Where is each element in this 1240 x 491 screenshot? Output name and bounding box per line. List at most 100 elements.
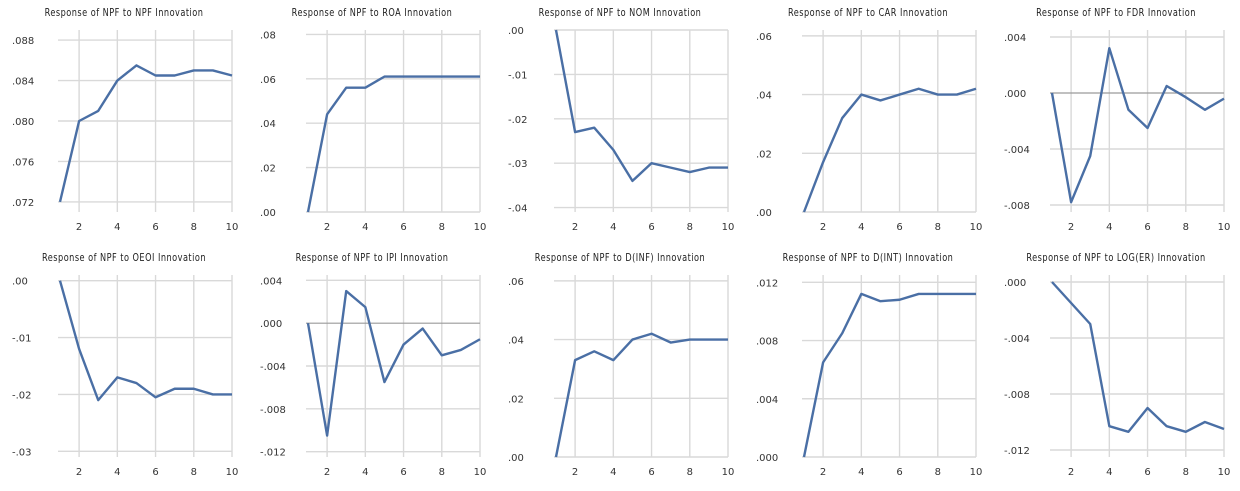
response-series-line <box>306 75 480 213</box>
response-series-line <box>58 280 232 402</box>
x-tick-label: 10 <box>1218 222 1231 233</box>
x-tick-label: 8 <box>439 222 445 233</box>
x-tick-label: 10 <box>970 467 983 478</box>
x-tick-label: 6 <box>896 222 902 233</box>
response-series-line <box>554 29 728 183</box>
irf-panel: Response of NPF to D(INT) Innovation .000… <box>744 245 992 490</box>
line-chart: .004 .000 -.004 -.008 -.012 2 4 6 8 10 <box>260 275 487 478</box>
x-tick-label: 8 <box>1183 467 1189 478</box>
x-tick-label: 6 <box>400 467 406 478</box>
irf-panel: Response of NPF to NPF Innovation .072.07… <box>0 0 248 245</box>
x-tick-label: 10 <box>474 467 487 478</box>
x-tick-label: 6 <box>400 222 406 233</box>
x-tick-label: 8 <box>439 467 445 478</box>
x-tick-label: 6 <box>152 467 158 478</box>
x-tick-label: 4 <box>858 467 864 478</box>
response-series-line <box>554 332 728 458</box>
x-tick-label: 4 <box>1106 222 1112 233</box>
line-chart: .000 .004 .008 .012 2 4 6 8 10 <box>756 275 983 478</box>
y-tick-label: -.02 <box>12 390 32 401</box>
x-tick-label: 10 <box>226 467 239 478</box>
y-tick-label: .06 <box>508 277 524 288</box>
x-tick-label: 4 <box>362 222 368 233</box>
irf-panel: Response of NPF to LOG(ER) Innovation .00… <box>992 245 1240 490</box>
x-tick-label: 4 <box>114 222 120 233</box>
x-tick-label: 2 <box>76 467 82 478</box>
y-tick-label: .02 <box>260 164 276 175</box>
x-tick-label: 6 <box>648 467 654 478</box>
x-tick-label: 4 <box>1106 467 1112 478</box>
y-tick-label: .06 <box>756 32 772 43</box>
y-tick-label: .06 <box>260 75 276 86</box>
y-tick-label: .008 <box>756 337 778 348</box>
chart-title: Response of NPF to NPF Innovation <box>44 7 204 19</box>
irf-panel: Response of NPF to NOM Innovation .00 -.01… <box>496 0 744 245</box>
line-chart: .00 .02 .04 .06 2 4 6 8 10 <box>508 275 735 478</box>
irf-panel: Response of NPF to IPI Innovation .004 .00… <box>248 245 496 490</box>
x-tick-label: 8 <box>935 467 941 478</box>
x-tick-label: 8 <box>1183 222 1189 233</box>
x-tick-label: 8 <box>191 222 197 233</box>
x-tick-label: 4 <box>610 222 616 233</box>
y-tick-label: -.01 <box>12 334 32 345</box>
x-tick-label: 2 <box>572 467 578 478</box>
y-tick-label: .02 <box>508 394 524 405</box>
y-tick-label: .04 <box>756 91 772 102</box>
line-chart: .072 .076 .080 .084 .088 2 4 6 8 10 <box>12 30 239 233</box>
y-tick-label: .00 <box>260 208 276 219</box>
x-tick-label: 4 <box>858 222 864 233</box>
y-tick-label: .000 <box>756 453 778 464</box>
y-tick-label: .00 <box>756 208 772 219</box>
irf-panel: Response of NPF to ROA Innovation .00 .02.… <box>248 0 496 245</box>
x-tick-label: 2 <box>1068 222 1074 233</box>
y-tick-label: -.012 <box>1004 446 1030 457</box>
x-tick-label: 10 <box>722 222 735 233</box>
y-tick-label: .000 <box>1004 278 1026 289</box>
response-series-line <box>802 87 977 213</box>
x-tick-label: 8 <box>191 467 197 478</box>
y-tick-label: .08 <box>260 30 276 41</box>
x-tick-label: 8 <box>687 467 693 478</box>
x-tick-label: 8 <box>935 222 941 233</box>
x-tick-label: 6 <box>1144 222 1150 233</box>
x-tick-label: 8 <box>687 222 693 233</box>
response-series-line <box>306 289 481 437</box>
chart-title: Response of NPF to LOG(ER) Innovation <box>1026 252 1206 264</box>
y-tick-label: -.004 <box>260 362 286 373</box>
chart-title: Response of NPF to D(INT) Innovation <box>782 252 954 264</box>
y-tick-label: .012 <box>756 278 778 289</box>
x-tick-label: 6 <box>152 222 158 233</box>
y-tick-label: .000 <box>1004 89 1026 100</box>
x-tick-label: 2 <box>820 222 826 233</box>
x-tick-label: 4 <box>362 467 368 478</box>
y-tick-label: .00 <box>508 453 524 464</box>
y-tick-label: .000 <box>260 319 282 330</box>
response-series-line <box>802 292 976 458</box>
chart-title: Response of NPF to OEOI Innovation <box>41 252 206 264</box>
x-tick-label: 2 <box>76 222 82 233</box>
line-chart: .000 -.004 -.008 -.012 2 4 6 8 10 <box>1004 275 1231 478</box>
line-chart: .00 -.01 -.02 -.03 2 4 6 8 10 <box>12 275 239 478</box>
y-tick-label: -.004 <box>1004 334 1030 345</box>
x-tick-label: 6 <box>1144 467 1150 478</box>
x-tick-label: 2 <box>820 467 826 478</box>
y-tick-label: .004 <box>260 276 282 287</box>
y-tick-label: -.004 <box>1004 145 1030 156</box>
y-tick-label: -.03 <box>12 447 32 458</box>
chart-title: Response of NPF to IPI Innovation <box>295 252 449 264</box>
x-tick-label: 10 <box>722 467 735 478</box>
x-tick-label: 10 <box>226 222 239 233</box>
y-tick-label: .04 <box>508 336 524 347</box>
line-chart: .00 .02 .04 .06 .08 2 4 6 8 10 <box>260 30 486 233</box>
x-tick-label: 10 <box>1218 467 1231 478</box>
y-tick-label: .076 <box>12 157 34 168</box>
irf-panel: Response of NPF to OEOI Innovation .00 -.0… <box>0 245 248 490</box>
y-tick-label: .004 <box>756 395 778 406</box>
y-tick-label: .080 <box>12 117 34 128</box>
line-chart: .004 .000 -.004 -.008 2 4 6 8 10 <box>1004 30 1231 233</box>
y-tick-label: .004 <box>1004 33 1026 44</box>
chart-title: Response of NPF to NOM Innovation <box>538 7 702 19</box>
y-tick-label: -.008 <box>260 405 286 416</box>
x-tick-label: 2 <box>1068 467 1074 478</box>
line-chart: .00 .02 .04 .06 2 4 6 8 10 <box>756 30 982 233</box>
